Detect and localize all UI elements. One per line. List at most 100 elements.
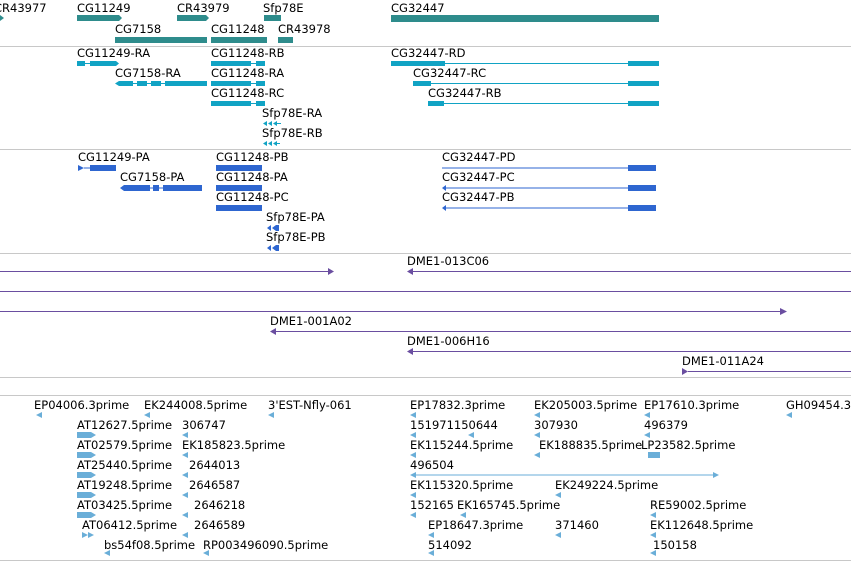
est-at03425-glyph[interactable] — [77, 512, 96, 518]
protein-cg11249-pa-glyph[interactable] — [78, 165, 116, 171]
est-label[interactable]: 2646587 — [189, 478, 241, 492]
est-label[interactable]: EP18647.3prime — [428, 518, 524, 532]
est-label[interactable]: EK205003.5prime — [534, 398, 638, 412]
est-label[interactable]: 496504 — [410, 458, 454, 472]
protein-label[interactable]: CG32447-PC — [442, 170, 515, 184]
est-151971-glyph[interactable] — [410, 432, 416, 438]
est-label[interactable]: EK188835.5prime — [539, 438, 643, 452]
transcript-label[interactable]: CG7158-RA — [115, 66, 181, 80]
transcript-cg11248-rb-glyph[interactable] — [211, 61, 265, 66]
protein-label[interactable]: CG11248-PB — [216, 150, 289, 164]
protein-label[interactable]: CG11249-PA — [78, 150, 150, 164]
est-label[interactable]: 307930 — [534, 418, 578, 432]
gene-cr43977-glyph[interactable] — [0, 15, 4, 21]
est-label[interactable]: 371460 — [555, 518, 599, 532]
est-3est-nfly-glyph[interactable] — [268, 412, 274, 418]
est-lp23582-glyph[interactable] — [648, 452, 660, 458]
transcript-cg32447-rc-glyph[interactable] — [413, 81, 659, 86]
protein-label[interactable]: CG32447-PB — [442, 190, 515, 204]
gene-label[interactable]: CR43978 — [278, 22, 331, 36]
transcript-label[interactable]: CG32447-RC — [413, 66, 487, 80]
est-label[interactable]: 306747 — [182, 418, 226, 432]
est-2646218-glyph[interactable] — [182, 512, 188, 518]
transcript-label[interactable]: CG32447-RD — [391, 46, 466, 60]
est-label[interactable]: EK115320.5prime — [410, 478, 514, 492]
est-514092-glyph[interactable] — [428, 550, 434, 556]
est-496379-glyph[interactable] — [644, 432, 650, 438]
est-label[interactable]: EK249224.5prime — [555, 478, 659, 492]
protein-label[interactable]: Sfp78E-PB — [266, 230, 326, 244]
est-label[interactable]: 2646589 — [194, 518, 246, 532]
protein-label[interactable]: CG11248-PC — [216, 190, 289, 204]
transcript-label[interactable]: CG11248-RB — [211, 46, 285, 60]
est-label[interactable]: 514092 — [428, 538, 472, 552]
est-label[interactable]: EK185823.5prime — [182, 438, 286, 452]
est-label[interactable]: EK112648.5prime — [650, 518, 754, 532]
est-2644013-glyph[interactable] — [182, 472, 188, 478]
gene-label[interactable]: CG11249 — [77, 1, 131, 15]
est-at02579-glyph[interactable] — [77, 452, 96, 458]
clone-dme1-013c06-glyph[interactable] — [407, 268, 851, 275]
protein-sfp78e-pa-glyph[interactable] — [267, 225, 279, 231]
est-label[interactable]: 150158 — [653, 538, 697, 552]
est-label[interactable]: EK244008.5prime — [144, 398, 248, 412]
est-label[interactable]: 2646218 — [194, 498, 246, 512]
est-label[interactable]: EP04006.3prime — [34, 398, 130, 412]
est-ek205003-glyph[interactable] — [534, 412, 540, 418]
transcript-label[interactable]: CG11249-RA — [77, 46, 151, 60]
est-label[interactable]: 496379 — [644, 418, 688, 432]
clone-label[interactable]: DME1-006H16 — [407, 334, 490, 348]
est-ep18647-glyph[interactable] — [428, 532, 434, 538]
est-re59002-glyph[interactable] — [650, 512, 656, 518]
est-label[interactable]: EK115244.5prime — [410, 438, 514, 452]
gene-label[interactable]: CG7158 — [115, 22, 162, 36]
clone-label[interactable]: DME1-013C06 — [407, 254, 490, 268]
transcript-cg32447-rb-glyph[interactable] — [428, 101, 659, 106]
protein-label[interactable]: Sfp78E-PA — [266, 210, 325, 224]
est-371460-glyph[interactable] — [555, 532, 561, 538]
est-496504-glyph[interactable] — [410, 472, 719, 478]
clone-dme1-011a24-glyph[interactable] — [682, 368, 851, 375]
transcript-label[interactable]: CG11248-RA — [211, 66, 285, 80]
est-label[interactable]: AT03425.5prime — [77, 498, 173, 512]
clone-label[interactable]: DME1-001A02 — [270, 314, 352, 328]
protein-label[interactable]: CG7158-PA — [120, 170, 185, 184]
est-rp003496090-glyph[interactable] — [203, 550, 209, 556]
protein-label[interactable]: CG11248-PA — [216, 170, 288, 184]
est-ep17610-glyph[interactable] — [644, 412, 650, 418]
transcript-sfp78e-ra-glyph[interactable] — [263, 121, 281, 126]
transcript-cg7158-ra-glyph[interactable] — [115, 81, 207, 86]
est-150644-glyph[interactable] — [468, 432, 474, 438]
gene-cg11249-glyph[interactable] — [77, 15, 119, 21]
est-label[interactable]: AT25440.5prime — [77, 458, 173, 472]
gene-label[interactable]: CG11248 — [211, 22, 265, 36]
est-152165-glyph[interactable] — [410, 512, 416, 518]
est-2646589-glyph[interactable] — [182, 532, 188, 538]
est-ep17832-glyph[interactable] — [410, 412, 416, 418]
est-2646587-glyph[interactable] — [182, 492, 188, 498]
gene-cg32447-glyph[interactable] — [391, 15, 659, 22]
transcript-sfp78e-rb-glyph[interactable] — [263, 141, 280, 146]
transcript-label[interactable]: Sfp78E-RB — [262, 126, 323, 140]
est-150158-glyph[interactable] — [650, 550, 656, 556]
est-gh09454-glyph[interactable] — [786, 412, 792, 418]
protein-cg32447-pb-glyph[interactable] — [442, 205, 656, 211]
transcript-cg11248-rc-glyph[interactable] — [211, 101, 265, 106]
est-label[interactable]: RE59002.5prime — [650, 498, 747, 512]
est-ek115320-glyph[interactable] — [410, 492, 416, 498]
est-label[interactable]: EP17610.3prime — [644, 398, 740, 412]
est-label[interactable]: AT02579.5prime — [77, 438, 173, 452]
gene-cr43978-glyph[interactable] — [278, 37, 293, 43]
est-at06412-glyph[interactable] — [82, 532, 94, 538]
gene-cg7158-glyph[interactable] — [115, 37, 207, 43]
gene-label[interactable]: CR43979 — [177, 1, 230, 15]
clone-dme1-006h16-glyph[interactable] — [407, 348, 851, 355]
est-label[interactable]: AT06412.5prime — [82, 518, 178, 532]
gene-label[interactable]: CG32447 — [391, 1, 445, 15]
transcript-cg11249-ra-glyph[interactable] — [77, 61, 119, 66]
est-label[interactable]: GH09454.3 — [786, 398, 851, 412]
est-at12627-glyph[interactable] — [77, 432, 96, 438]
est-label[interactable]: 3'EST-Nfly-061 — [268, 398, 352, 412]
est-at25440-glyph[interactable] — [77, 472, 96, 478]
clone-left-2-glyph[interactable] — [0, 308, 787, 315]
